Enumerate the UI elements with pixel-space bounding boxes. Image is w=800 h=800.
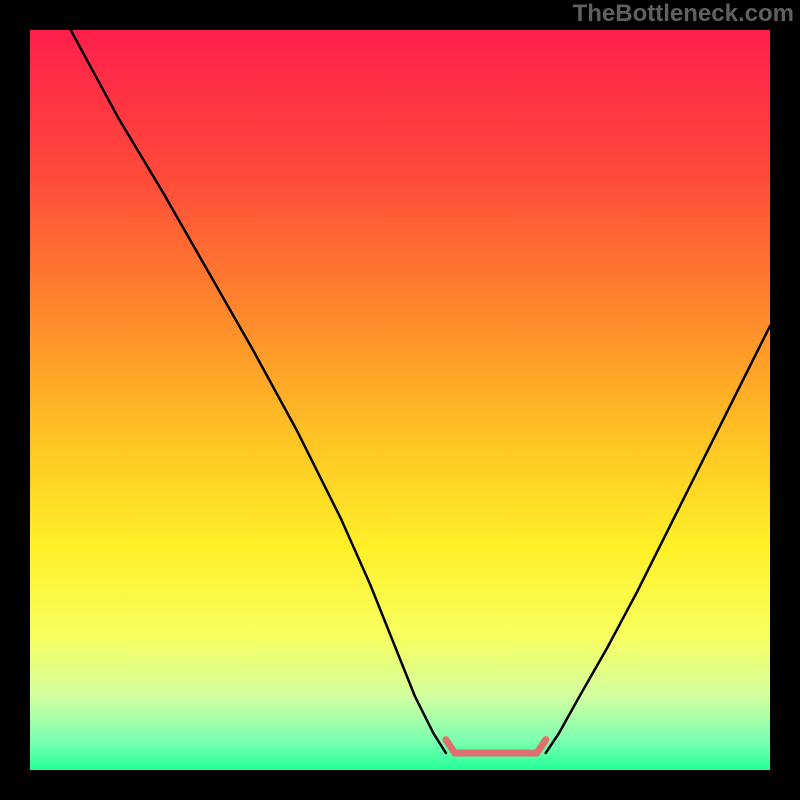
chart-container: TheBottleneck.com	[0, 0, 800, 800]
bottleneck-chart	[0, 0, 800, 800]
